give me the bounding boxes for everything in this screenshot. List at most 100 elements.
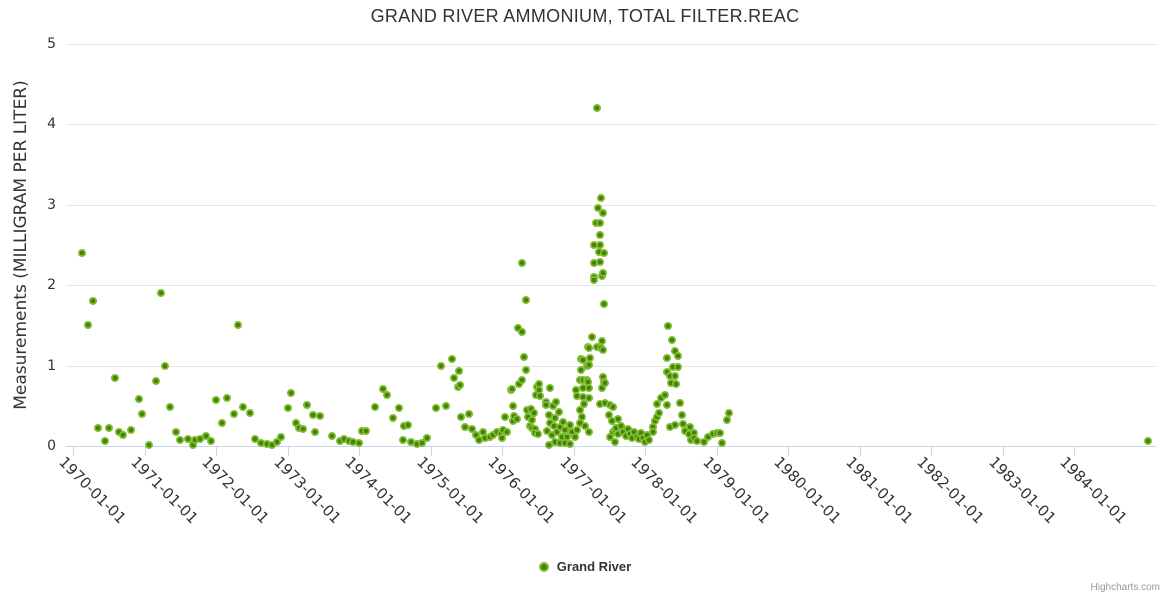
data-point[interactable]: [100, 437, 109, 446]
data-point[interactable]: [576, 365, 585, 374]
data-point[interactable]: [671, 347, 680, 356]
data-point[interactable]: [619, 428, 628, 437]
data-point[interactable]: [135, 395, 144, 404]
data-point[interactable]: [202, 432, 211, 441]
data-point[interactable]: [277, 433, 286, 442]
data-point[interactable]: [501, 413, 510, 422]
data-point[interactable]: [651, 417, 660, 426]
data-point[interactable]: [579, 355, 588, 364]
data-point[interactable]: [662, 400, 671, 409]
data-point[interactable]: [431, 404, 440, 413]
data-point[interactable]: [559, 417, 568, 426]
data-point[interactable]: [172, 428, 181, 437]
data-point[interactable]: [675, 399, 684, 408]
data-point[interactable]: [584, 377, 593, 386]
data-point[interactable]: [423, 433, 432, 442]
data-point[interactable]: [600, 399, 609, 408]
data-point[interactable]: [503, 428, 512, 437]
data-point[interactable]: [593, 104, 602, 113]
data-point[interactable]: [105, 423, 114, 432]
data-point[interactable]: [657, 393, 666, 402]
data-point[interactable]: [654, 409, 663, 418]
data-point[interactable]: [594, 204, 603, 213]
data-point[interactable]: [708, 429, 717, 438]
data-point[interactable]: [596, 219, 605, 228]
data-point[interactable]: [627, 433, 636, 442]
data-point[interactable]: [340, 434, 349, 443]
data-point[interactable]: [584, 393, 593, 402]
data-point[interactable]: [518, 258, 527, 267]
data-point[interactable]: [298, 425, 307, 434]
data-point[interactable]: [669, 363, 678, 372]
data-point[interactable]: [233, 321, 242, 330]
data-point[interactable]: [604, 410, 613, 419]
data-point[interactable]: [84, 321, 93, 330]
data-point[interactable]: [637, 429, 645, 438]
data-point[interactable]: [599, 208, 608, 217]
data-point[interactable]: [689, 429, 698, 438]
data-point[interactable]: [509, 401, 518, 410]
data-point[interactable]: [662, 368, 671, 377]
data-point[interactable]: [674, 363, 683, 372]
data-point[interactable]: [684, 429, 693, 438]
data-point[interactable]: [362, 426, 371, 435]
data-point[interactable]: [551, 413, 560, 422]
data-point[interactable]: [514, 380, 523, 389]
data-point[interactable]: [573, 425, 582, 434]
data-point[interactable]: [589, 241, 598, 249]
data-point[interactable]: [509, 417, 518, 426]
data-point[interactable]: [283, 404, 292, 413]
data-point[interactable]: [566, 440, 575, 449]
data-point[interactable]: [686, 422, 695, 431]
data-point[interactable]: [308, 410, 317, 419]
data-point[interactable]: [606, 433, 615, 442]
data-point[interactable]: [206, 437, 215, 446]
data-point[interactable]: [481, 433, 490, 442]
data-point[interactable]: [218, 418, 227, 427]
data-point[interactable]: [558, 433, 567, 442]
data-point[interactable]: [524, 413, 533, 422]
data-point[interactable]: [599, 249, 608, 258]
data-point[interactable]: [273, 437, 282, 446]
data-point[interactable]: [594, 248, 603, 257]
data-point[interactable]: [245, 409, 254, 418]
data-point[interactable]: [584, 360, 593, 369]
data-point[interactable]: [157, 289, 166, 298]
data-point[interactable]: [450, 373, 459, 382]
data-point[interactable]: [303, 400, 312, 409]
data-point[interactable]: [223, 393, 232, 402]
data-point[interactable]: [531, 425, 540, 434]
data-point[interactable]: [549, 401, 558, 410]
data-point[interactable]: [577, 413, 586, 422]
data-point[interactable]: [649, 422, 658, 431]
data-point[interactable]: [528, 416, 537, 425]
data-point[interactable]: [616, 421, 625, 430]
data-point[interactable]: [579, 384, 588, 393]
data-point[interactable]: [544, 441, 553, 450]
data-point[interactable]: [652, 413, 661, 422]
data-point[interactable]: [553, 428, 562, 437]
data-point[interactable]: [456, 413, 465, 422]
data-point[interactable]: [160, 361, 169, 370]
data-point[interactable]: [634, 434, 643, 443]
data-point[interactable]: [548, 430, 557, 439]
data-point[interactable]: [678, 410, 687, 419]
data-point[interactable]: [599, 299, 608, 308]
data-point[interactable]: [571, 385, 580, 394]
data-point[interactable]: [608, 417, 617, 426]
data-point[interactable]: [546, 384, 555, 393]
data-point[interactable]: [119, 430, 128, 439]
data-point[interactable]: [315, 412, 324, 421]
data-point[interactable]: [584, 343, 593, 352]
data-point[interactable]: [263, 440, 272, 449]
data-point[interactable]: [536, 392, 545, 401]
data-point[interactable]: [230, 409, 239, 418]
data-point[interactable]: [77, 249, 86, 258]
data-point[interactable]: [257, 438, 266, 447]
data-point[interactable]: [137, 409, 146, 418]
data-point[interactable]: [398, 436, 407, 445]
data-point[interactable]: [413, 440, 422, 449]
data-point[interactable]: [667, 379, 676, 388]
data-point[interactable]: [551, 397, 560, 406]
data-point[interactable]: [649, 428, 658, 437]
